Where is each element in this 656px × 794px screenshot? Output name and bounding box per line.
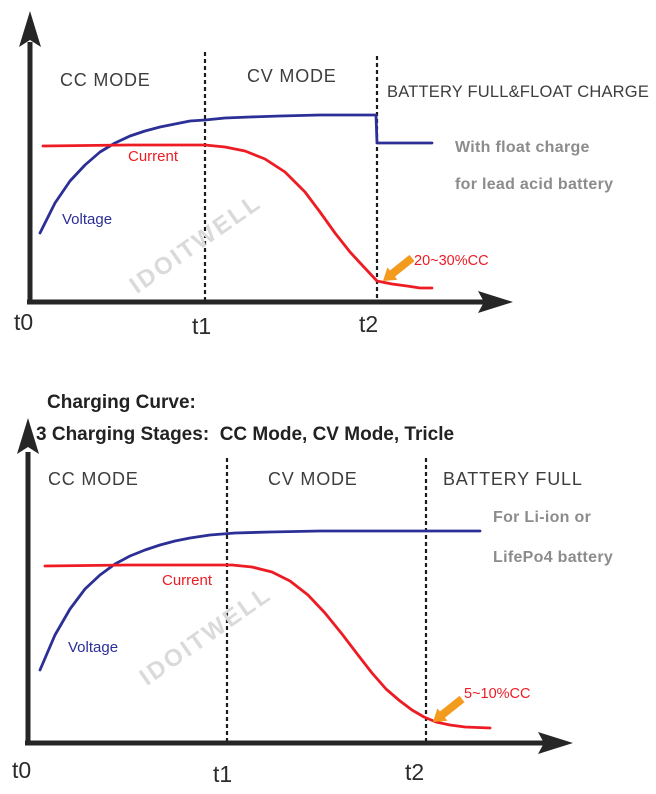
stage-label-cv-mode: CV MODE: [268, 469, 358, 489]
y-axis-arrow-icon: [17, 418, 39, 454]
tick-t1: t1: [213, 761, 232, 787]
stage-label-battery-full: BATTERY FULL&FLOAT CHARGE: [387, 83, 649, 101]
stage-label-cv-mode: CV MODE: [247, 66, 337, 86]
current-curve: [43, 563, 492, 730]
x-axis-arrow-icon: [538, 732, 573, 754]
watermark: IDOITWELL: [125, 188, 267, 299]
annotation-arrow-icon: [383, 254, 415, 281]
current-label: Current: [128, 148, 179, 165]
tick-t0: t0: [12, 757, 31, 783]
chart-lead-acid: IDOITWELL CC MODE CV MODE BATTERY FULL&F…: [14, 11, 649, 339]
x-axis-arrow-icon: [478, 291, 513, 313]
tick-t2: t2: [359, 311, 378, 337]
note-line-1: With float charge: [455, 139, 590, 156]
stage-label-battery-full: BATTERY FULL: [443, 469, 583, 489]
voltage-label: Voltage: [62, 211, 112, 228]
tick-t1: t1: [192, 313, 211, 339]
current-curve: [41, 143, 434, 290]
stage-label-cc-mode: CC MODE: [48, 469, 139, 489]
tick-t0: t0: [14, 309, 33, 335]
stage-label-cc-mode: CC MODE: [60, 70, 151, 90]
voltage-curve: [38, 113, 434, 235]
tail-current-annotation: 5~10%CC: [464, 686, 531, 702]
voltage-curve: [38, 529, 482, 672]
tail-current-annotation: 20~30%CC: [414, 253, 489, 269]
note-line-1: For Li-ion or: [493, 509, 591, 526]
chart-subtitle: 3 Charging Stages: CC Mode, CV Mode, Tri…: [36, 424, 454, 445]
annotation-arrow-icon: [433, 695, 465, 722]
chart-title: Charging Curve:: [47, 392, 196, 413]
current-label: Current: [162, 572, 213, 589]
chart-li-ion: Charging Curve: 3 Charging Stages: CC Mo…: [12, 392, 613, 787]
note-line-2: LifePo4 battery: [493, 549, 613, 566]
y-axis-arrow-icon: [19, 11, 41, 47]
watermark: IDOITWELL: [135, 580, 277, 691]
voltage-label: Voltage: [68, 639, 118, 656]
note-line-2: for lead acid battery: [455, 176, 613, 193]
tick-t2: t2: [405, 759, 424, 785]
